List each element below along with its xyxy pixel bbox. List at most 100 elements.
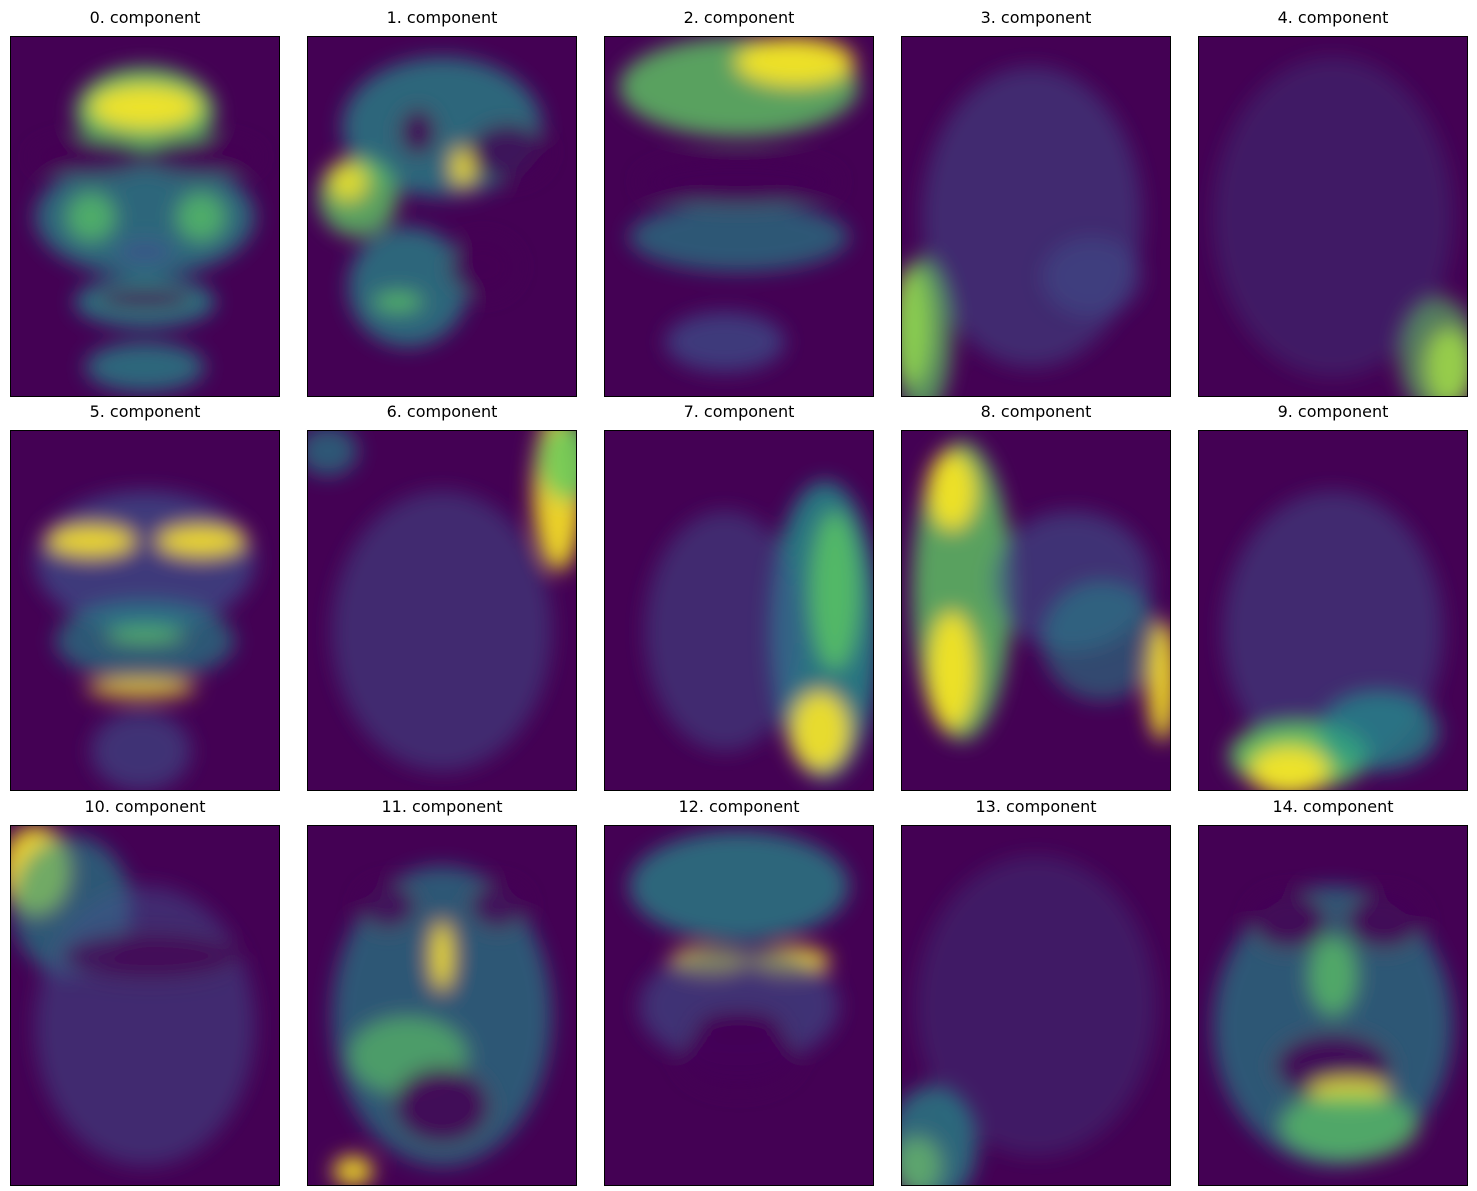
heatmap-blob <box>1308 936 1358 1016</box>
heatmap-blob <box>35 886 255 1166</box>
heatmap-blob <box>308 431 358 476</box>
panel-title: 2. component <box>683 8 795 27</box>
heatmap-blob <box>95 289 195 309</box>
face-heatmap <box>902 37 1170 396</box>
heatmap-blob <box>105 628 185 644</box>
panel-title: 7. component <box>683 402 795 421</box>
component-image <box>307 825 577 1186</box>
panel-title: 10. component <box>84 797 206 816</box>
panel-title: 1. component <box>386 8 498 27</box>
face-heatmap <box>308 431 576 790</box>
heatmap-blob <box>927 611 977 731</box>
heatmap-blob <box>1249 746 1329 790</box>
heatmap-blob <box>538 431 576 501</box>
heatmap-blob <box>31 137 151 177</box>
component-image <box>901 825 1171 1186</box>
panel-title: 11. component <box>381 797 503 816</box>
panel-title: 12. component <box>678 797 800 816</box>
face-heatmap <box>902 431 1170 790</box>
heatmap-blob <box>176 192 226 242</box>
heatmap-blob <box>156 525 246 557</box>
panel-title: 3. component <box>980 8 1092 27</box>
heatmap-blob <box>90 85 200 129</box>
heatmap-blob <box>392 1066 492 1146</box>
heatmap-blob <box>35 157 255 277</box>
heatmap-blob <box>902 257 952 396</box>
heatmap-blob <box>1213 57 1453 377</box>
face-heatmap <box>308 826 576 1185</box>
heatmap-blob <box>694 1008 784 1044</box>
component-image <box>307 36 577 397</box>
panel-title: 4. component <box>1277 8 1389 27</box>
face-heatmap <box>605 37 873 396</box>
face-heatmap <box>1199 37 1467 396</box>
face-heatmap <box>605 431 873 790</box>
component-image <box>901 430 1171 791</box>
face-heatmap <box>11 37 279 396</box>
heatmap-blob <box>328 162 368 202</box>
heatmap-blob <box>1319 691 1439 771</box>
face-heatmap <box>11 826 279 1185</box>
panel-title: 0. component <box>89 8 201 27</box>
heatmap-blob <box>629 202 849 272</box>
heatmap-blob <box>115 240 175 264</box>
heatmap-blob <box>665 312 785 372</box>
heatmap-blob <box>141 137 261 177</box>
face-heatmap <box>11 431 279 790</box>
heatmap-blob <box>810 511 860 671</box>
heatmap-blob <box>735 37 855 87</box>
panel-title: 13. component <box>975 797 1097 816</box>
heatmap-blob <box>1279 1091 1419 1161</box>
component-image <box>10 430 280 791</box>
heatmap-blob <box>448 237 518 297</box>
heatmap-blob <box>61 931 241 981</box>
component-image <box>604 430 874 791</box>
heatmap-blob <box>398 107 438 157</box>
panel-title: 5. component <box>89 402 201 421</box>
heatmap-blob <box>86 678 196 698</box>
heatmap-blob <box>66 192 116 242</box>
component-image <box>604 825 874 1186</box>
heatmap-blob <box>1249 891 1329 951</box>
heatmap-blob <box>1399 297 1467 396</box>
heatmap-blob <box>1042 237 1142 317</box>
face-heatmap <box>1199 431 1467 790</box>
component-image <box>10 825 280 1186</box>
face-heatmap <box>605 826 873 1185</box>
component-image <box>604 36 874 397</box>
heatmap-blob <box>333 1156 373 1185</box>
heatmap-blob <box>1213 886 1453 1166</box>
heatmap-blob <box>91 711 191 790</box>
panel-title: 9. component <box>1277 402 1389 421</box>
heatmap-blob <box>927 451 977 531</box>
panel-title: 14. component <box>1272 797 1394 816</box>
heatmap-blob <box>902 1086 977 1185</box>
component-image <box>10 36 280 397</box>
panel-title: 8. component <box>980 402 1092 421</box>
component-image <box>1198 36 1468 397</box>
heatmap-blob <box>468 122 548 182</box>
heatmap-blob <box>1042 581 1162 701</box>
heatmap-blob <box>332 491 552 771</box>
heatmap-blob <box>790 691 850 771</box>
heatmap-blob <box>85 342 205 392</box>
heatmap-blob <box>922 67 1142 367</box>
heatmap-blob <box>348 227 468 347</box>
panel-title: 6. component <box>386 402 498 421</box>
heatmap-blob <box>1344 891 1424 951</box>
face-heatmap <box>902 826 1170 1185</box>
heatmap-blob <box>46 525 136 557</box>
heatmap-blob <box>645 511 805 751</box>
heatmap-blob <box>629 831 849 941</box>
heatmap-blob <box>468 881 528 931</box>
component-image <box>307 430 577 791</box>
face-heatmap <box>1199 826 1467 1185</box>
component-image <box>1198 825 1468 1186</box>
heatmap-blob <box>430 921 454 991</box>
heatmap-blob <box>639 946 839 1066</box>
heatmap-blob <box>1147 621 1170 741</box>
face-heatmap <box>308 37 576 396</box>
heatmap-blob <box>916 856 1156 1156</box>
heatmap-blob <box>639 157 839 207</box>
